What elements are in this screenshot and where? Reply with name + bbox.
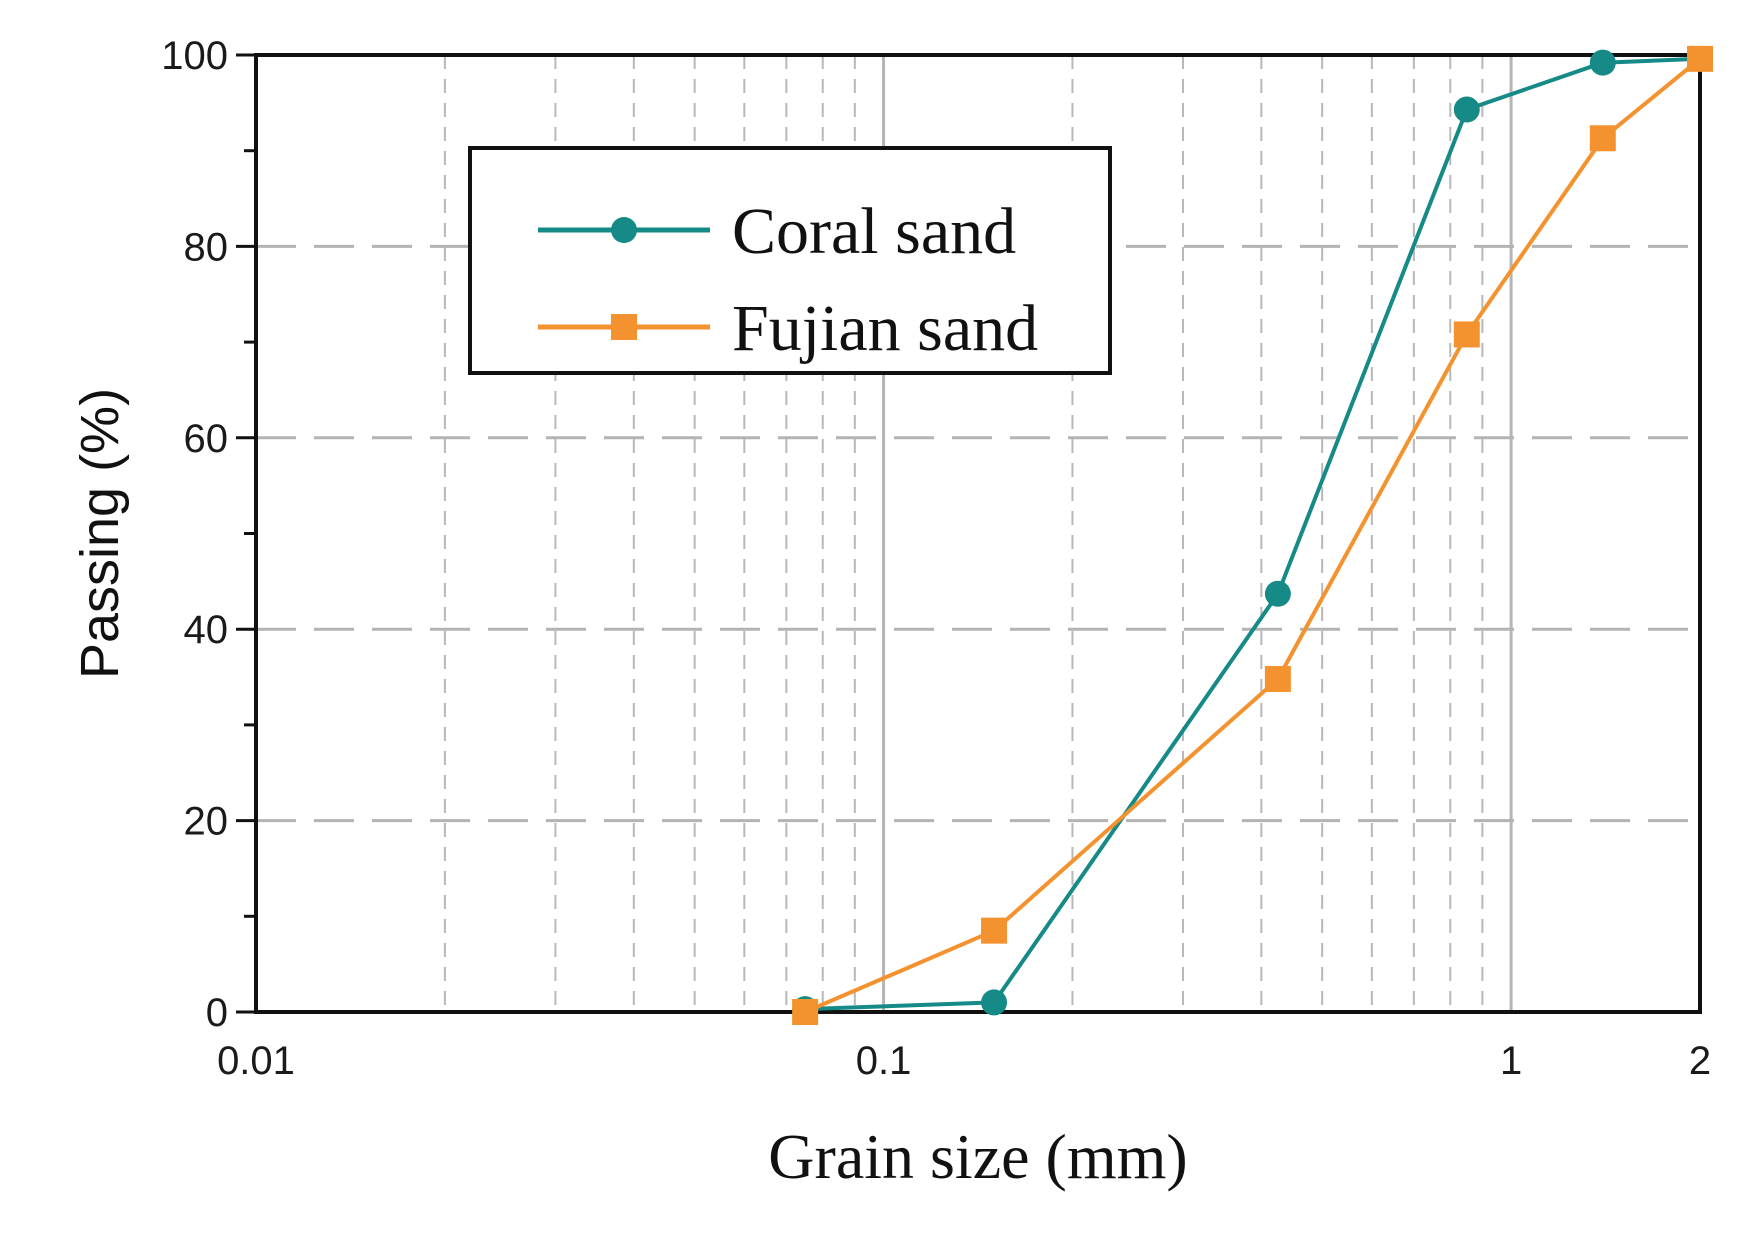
y-tick-label: 20 bbox=[184, 800, 229, 844]
legend-label: Coral sand bbox=[732, 195, 1016, 268]
x-axis-title: Grain size (mm) bbox=[768, 1121, 1187, 1192]
data-point bbox=[981, 917, 1008, 944]
y-tick-label: 40 bbox=[184, 608, 229, 652]
x-tick-label: 1 bbox=[1500, 1039, 1522, 1083]
axis-labels: Grain size (mm) Passing (%) bbox=[70, 388, 1188, 1192]
x-tick-label: 2 bbox=[1689, 1039, 1711, 1083]
legend: Coral sand Fujian sand bbox=[468, 146, 1112, 375]
data-point bbox=[1264, 580, 1291, 607]
x-tick-label: 0.1 bbox=[856, 1039, 912, 1083]
data-point bbox=[1453, 321, 1480, 348]
data-point bbox=[1453, 96, 1480, 123]
legend-box bbox=[468, 146, 1112, 375]
series-fujian-sand bbox=[792, 45, 1713, 1025]
x-tick-label: 0.01 bbox=[217, 1039, 295, 1083]
data-point bbox=[792, 999, 819, 1025]
axes: 0 20 40 60 80 100 0.01 0.1 1 2 bbox=[161, 34, 1711, 1083]
series-coral-sand bbox=[792, 45, 1713, 1023]
legend-label: Fujian sand bbox=[732, 292, 1038, 365]
data-point bbox=[1264, 665, 1291, 692]
data-point bbox=[1589, 49, 1616, 76]
data-point bbox=[1589, 125, 1616, 152]
legend-entry: Fujian sand bbox=[538, 292, 1038, 365]
y-axis-title: Passing (%) bbox=[70, 388, 130, 679]
data-series bbox=[792, 45, 1713, 1025]
legend-marker bbox=[611, 217, 637, 243]
legend-marker bbox=[611, 314, 637, 340]
series-line bbox=[804, 57, 1702, 1014]
legend-entry: Coral sand bbox=[538, 195, 1016, 268]
data-point bbox=[1687, 45, 1713, 72]
y-tick-label: 80 bbox=[184, 225, 229, 269]
y-tick-label: 0 bbox=[206, 991, 228, 1035]
data-point bbox=[981, 989, 1008, 1016]
series-line bbox=[805, 56, 1701, 1012]
y-tick-label: 60 bbox=[184, 417, 229, 461]
y-tick-label: 100 bbox=[161, 34, 228, 78]
